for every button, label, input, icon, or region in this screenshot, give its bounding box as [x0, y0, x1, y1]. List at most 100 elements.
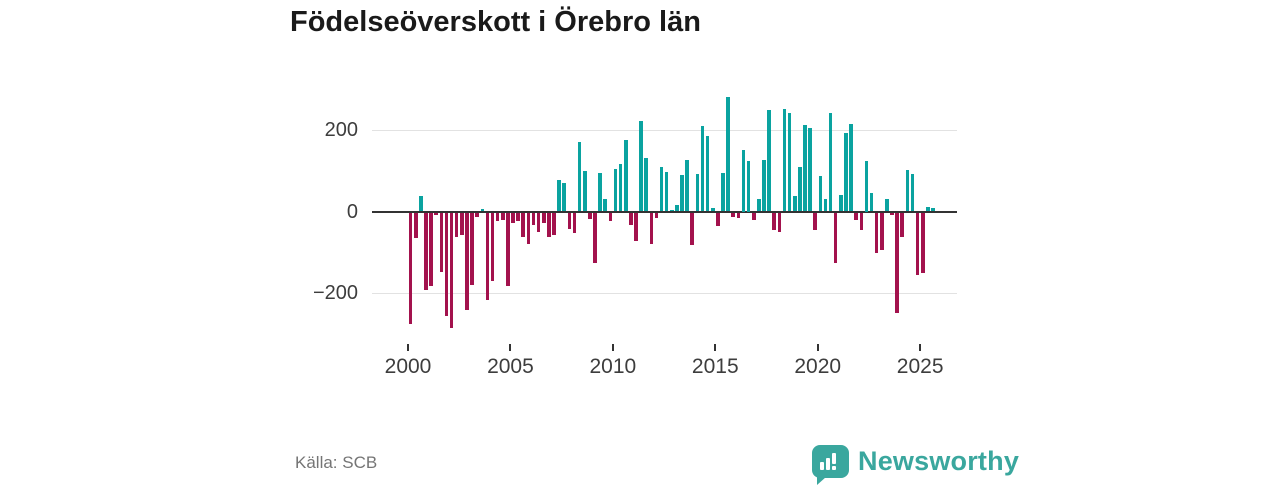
x-axis-tick: [816, 344, 819, 351]
bar-2003-K1: [470, 212, 474, 285]
bar-2023-K3: [890, 212, 894, 215]
bar-2002-K2: [454, 212, 459, 237]
bar-2014-K1: [695, 174, 700, 212]
bar-2025-K2: [926, 207, 930, 212]
bar-2011-K2: [639, 121, 643, 212]
bar-2010-K2: [618, 163, 623, 212]
bar-2014-K2: [700, 125, 705, 212]
bar-2021-K4: [854, 212, 858, 220]
bar-2016-K3: [746, 160, 751, 212]
bar-2005-K2: [516, 212, 520, 222]
bar-2018-K1: [777, 212, 782, 233]
bar-2004-K1: [490, 212, 495, 282]
bar-2013-K4: [690, 212, 695, 245]
x-axis-tick-label: 2000: [384, 355, 432, 378]
x-axis-tick-label: 2020: [794, 355, 842, 378]
bar-2015-K2: [721, 173, 725, 212]
bar-2017-K1: [757, 198, 761, 212]
x-axis-tick-label: 2025: [896, 355, 944, 378]
bar-2018-K3: [787, 113, 792, 212]
logo-exclamation-dot: [832, 465, 836, 470]
y-axis-tick-label: −200: [312, 282, 358, 304]
bar-2000-K3: [419, 196, 423, 212]
bar-2016-K4: [751, 212, 756, 220]
bar-2009-K1: [593, 212, 597, 264]
bar-2004-K3: [500, 212, 505, 220]
chart-title: Födelseöverskott i Örebro län: [290, 6, 701, 38]
bar-2006-K3: [541, 212, 546, 223]
bar-2024-K4: [915, 212, 920, 275]
bar-2020-K3: [828, 113, 833, 212]
bar-2011-K3: [644, 157, 648, 212]
bar-2019-K2: [803, 125, 807, 212]
bar-2009-K3: [603, 198, 607, 212]
bar-2009-K2: [598, 173, 602, 212]
bar-2014-K3: [705, 135, 710, 212]
source-caption: Källa: SCB: [295, 453, 378, 472]
bar-2005-K1: [511, 212, 515, 224]
logo-bar-icon: [826, 457, 830, 470]
bar-2021-K1: [839, 194, 843, 212]
bar-2010-K4: [629, 212, 633, 225]
bar-2013-K2: [680, 174, 684, 212]
bar-2002-K1: [449, 212, 454, 328]
y-axis-tick-label: 0: [346, 200, 358, 223]
bar-2024-K2: [905, 169, 910, 212]
bar-2003-K4: [485, 212, 490, 300]
bar-2022-K3: [869, 192, 874, 212]
newsworthy-logo-icon: [812, 444, 849, 485]
bar-2022-K4: [874, 212, 879, 254]
bar-2019-K1: [798, 167, 802, 212]
x-axis-tick: [714, 344, 717, 351]
x-axis-tick: [509, 344, 512, 351]
bar-2001-K1: [429, 212, 433, 287]
newsworthy-branding: Newsworthy: [812, 442, 1020, 485]
bar-2008-K1: [572, 212, 577, 234]
bar-2017-K4: [772, 212, 777, 231]
bar-2000-K2: [413, 212, 418, 239]
gridline-y200: [372, 129, 957, 131]
bar-2004-K4: [506, 212, 510, 286]
bar-2012-K1: [654, 212, 659, 219]
logo-exclamation-icon: [832, 452, 836, 464]
bar-2013-K1: [675, 205, 679, 212]
bar-2008-K3: [582, 171, 587, 212]
bar-2016-K2: [741, 150, 746, 212]
bar-2009-K4: [608, 212, 613, 222]
logo-bar-icon: [820, 461, 824, 470]
bar-2023-K1: [879, 212, 884, 250]
bar-2008-K4: [588, 212, 592, 219]
bar-2020-K2: [823, 198, 828, 212]
bar-2019-K3: [808, 127, 812, 212]
bar-2001-K3: [439, 212, 444, 272]
gridline-y-200: [372, 292, 957, 294]
brand-name: Newsworthy: [858, 445, 1020, 476]
bar-2001-K4: [444, 212, 449, 317]
bar-2020-K1: [818, 176, 823, 212]
bar-2014-K4: [710, 208, 715, 212]
bar-2021-K3: [849, 123, 853, 212]
bar-2005-K3: [521, 212, 526, 237]
bar-2006-K4: [547, 212, 551, 237]
bar-2024-K1: [900, 212, 905, 237]
bar-2022-K2: [864, 160, 869, 212]
x-axis-tick: [407, 344, 409, 351]
bar-2007-K1: [552, 212, 556, 235]
bar-2023-K4: [895, 212, 899, 314]
bar-2024-K3: [910, 174, 915, 212]
speech-bubble-tail: [817, 476, 826, 485]
bar-2017-K2: [762, 159, 766, 212]
bar-2016-K1: [736, 212, 741, 219]
bar-2007-K4: [567, 212, 572, 229]
bar-2007-K3: [562, 182, 567, 212]
x-axis-tick-label: 2010: [589, 355, 637, 378]
bar-2018-K2: [782, 108, 787, 212]
bar-2000-K1: [408, 212, 413, 325]
bar-2006-K1: [531, 212, 536, 225]
bar-2004-K2: [495, 212, 500, 222]
bar-2020-K4: [833, 212, 838, 264]
x-axis-tick-label: 2005: [487, 355, 534, 378]
bar-2011-K1: [634, 212, 638, 242]
bar-2018-K4: [792, 195, 797, 212]
